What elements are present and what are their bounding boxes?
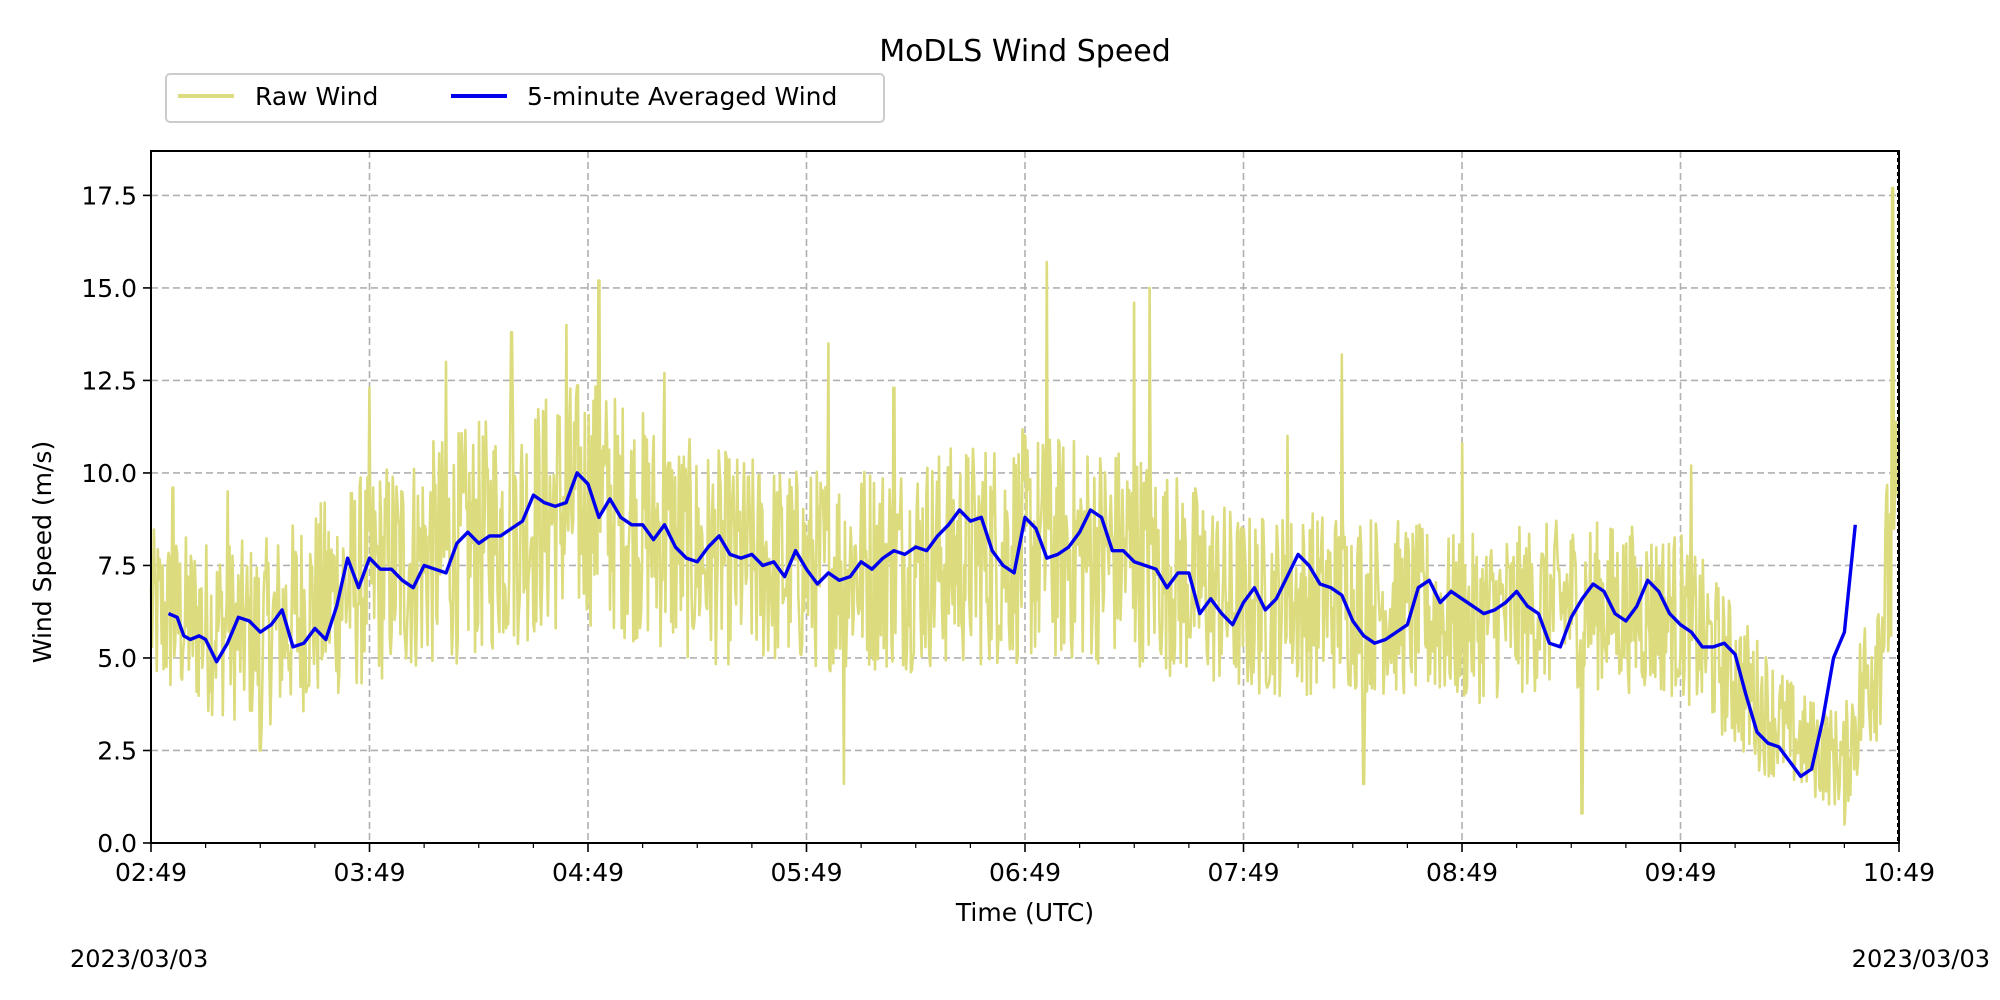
legend-frame	[165, 73, 885, 123]
x-tick-label: 03:49	[333, 858, 405, 887]
y-tick-label: 15.0	[81, 274, 137, 303]
raw-wind-line	[149, 186, 1900, 826]
averaged-wind-line	[167, 471, 1857, 779]
y-axis-label: Wind Speed (m/s)	[28, 441, 57, 663]
legend-label-averaged-wind: 5-minute Averaged Wind	[527, 82, 837, 111]
x-axis-label: Time (UTC)	[955, 898, 1094, 927]
x-tick-label: 04:49	[552, 858, 624, 887]
x-tick-label: 05:49	[770, 858, 842, 887]
x-tick-label: 06:49	[989, 858, 1061, 887]
y-tick-label: 17.5	[81, 181, 137, 210]
x-tick-label: 08:49	[1426, 858, 1498, 887]
y-tick-label: 12.5	[81, 366, 137, 395]
x-tick-label: 09:49	[1644, 858, 1716, 887]
y-tick-label: 7.5	[97, 551, 137, 580]
end-date-label: 2023/03/03	[1851, 945, 1990, 973]
start-date-label: 2023/03/03	[70, 945, 209, 973]
axes: 0.0 2.5 5.0 7.5 10.0 12.5 15.0 17.5 02:49 03:49 04…	[81, 150, 1935, 887]
x-tick-label: 07:49	[1207, 858, 1279, 887]
y-tick-label: 0.0	[97, 829, 137, 858]
x-tick-label: 02:49	[115, 858, 187, 887]
y-tick-label: 2.5	[97, 736, 137, 765]
chart-title: MoDLS Wind Speed	[879, 34, 1171, 69]
raw-wind-series	[149, 186, 1900, 826]
legend-label-raw-wind: Raw Wind	[255, 82, 378, 111]
y-tick-label: 10.0	[81, 459, 137, 488]
x-tick-label: 10:49	[1863, 858, 1935, 887]
y-tick-label: 5.0	[97, 644, 137, 673]
averaged-wind-series	[167, 471, 1857, 779]
legend: Raw Wind 5-minute Averaged Wind	[165, 73, 885, 123]
